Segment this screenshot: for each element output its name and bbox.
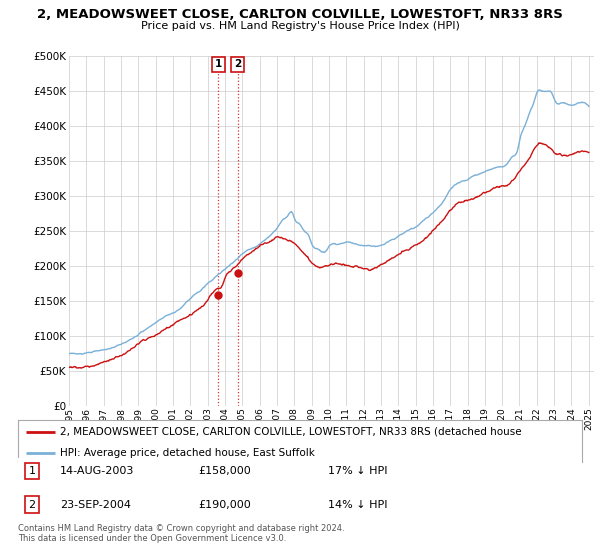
Text: 1: 1 xyxy=(29,466,35,476)
Text: £190,000: £190,000 xyxy=(199,500,251,510)
Text: £158,000: £158,000 xyxy=(199,466,251,476)
Text: 17% ↓ HPI: 17% ↓ HPI xyxy=(328,466,388,476)
Text: 23-SEP-2004: 23-SEP-2004 xyxy=(60,500,131,510)
Text: Contains HM Land Registry data © Crown copyright and database right 2024.
This d: Contains HM Land Registry data © Crown c… xyxy=(18,524,344,543)
Text: 1: 1 xyxy=(215,59,222,69)
Text: 2, MEADOWSWEET CLOSE, CARLTON COLVILLE, LOWESTOFT, NR33 8RS (detached house: 2, MEADOWSWEET CLOSE, CARLTON COLVILLE, … xyxy=(60,427,522,437)
Text: Price paid vs. HM Land Registry's House Price Index (HPI): Price paid vs. HM Land Registry's House … xyxy=(140,21,460,31)
Text: 14-AUG-2003: 14-AUG-2003 xyxy=(60,466,134,476)
Text: 2: 2 xyxy=(234,59,241,69)
Text: 2: 2 xyxy=(29,500,35,510)
Text: HPI: Average price, detached house, East Suffolk: HPI: Average price, detached house, East… xyxy=(60,448,315,458)
Text: 2, MEADOWSWEET CLOSE, CARLTON COLVILLE, LOWESTOFT, NR33 8RS: 2, MEADOWSWEET CLOSE, CARLTON COLVILLE, … xyxy=(37,8,563,21)
Text: 14% ↓ HPI: 14% ↓ HPI xyxy=(328,500,388,510)
